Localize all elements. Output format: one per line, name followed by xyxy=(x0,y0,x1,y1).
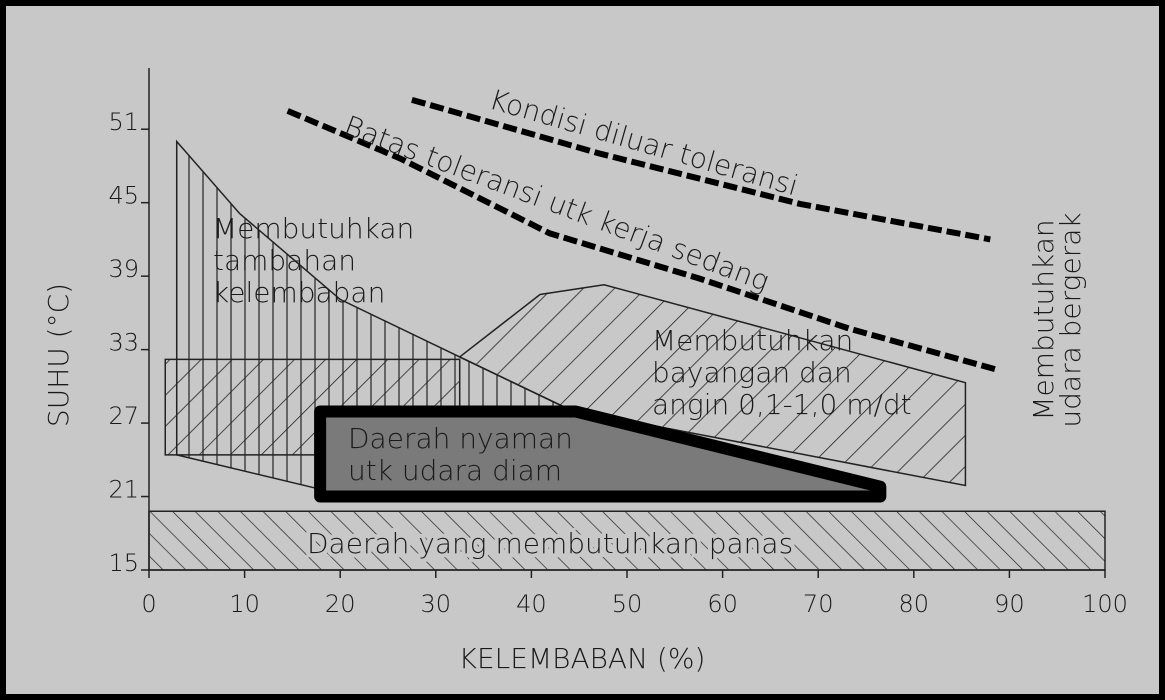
region-label: bayangan dan xyxy=(652,356,852,389)
y-tick-label: 15 xyxy=(108,549,139,577)
x-tick-label: 90 xyxy=(994,590,1025,618)
boundary-line xyxy=(286,108,996,373)
y-tick-label: 39 xyxy=(108,255,139,283)
y-tick-label: 33 xyxy=(108,329,139,357)
x-tick-label: 10 xyxy=(229,590,260,618)
y-tick-label: 51 xyxy=(108,108,139,136)
region xyxy=(148,510,1106,571)
side-note: Membutuhkan xyxy=(1027,219,1060,420)
region-label: kelembaban xyxy=(213,276,385,309)
x-tick-label: 20 xyxy=(325,590,356,618)
region-label: Membutuhkan xyxy=(213,212,414,245)
side-note: udara bergerak xyxy=(1054,212,1087,427)
x-tick-label: 100 xyxy=(1082,590,1128,618)
x-tick-label: 30 xyxy=(421,590,452,618)
region-label: Membutuhkan xyxy=(652,324,853,357)
y-tick-label: 45 xyxy=(108,182,139,210)
region-label: angin 0,1-1,0 m/dt xyxy=(652,388,912,421)
x-tick-label: 60 xyxy=(707,590,738,618)
y-tick-label: 27 xyxy=(108,402,139,430)
region-label: Daerah nyaman xyxy=(348,422,573,455)
x-tick-label: 0 xyxy=(141,590,156,618)
region-label: utk udara diam xyxy=(348,454,562,487)
x-tick-label: 70 xyxy=(803,590,834,618)
region-label: Daerah yang membutuhkan panas xyxy=(307,527,793,560)
y-axis-label: SUHU (°C) xyxy=(42,283,75,427)
x-tick-label: 50 xyxy=(612,590,643,618)
boundary-line xyxy=(411,96,991,243)
region xyxy=(314,405,887,503)
x-tick-label: 80 xyxy=(899,590,930,618)
x-axis-label: KELEMBABAN (%) xyxy=(459,642,706,675)
x-tick-label: 40 xyxy=(516,590,547,618)
y-tick-label: 21 xyxy=(108,476,139,504)
region-label: tambahan xyxy=(213,244,356,277)
